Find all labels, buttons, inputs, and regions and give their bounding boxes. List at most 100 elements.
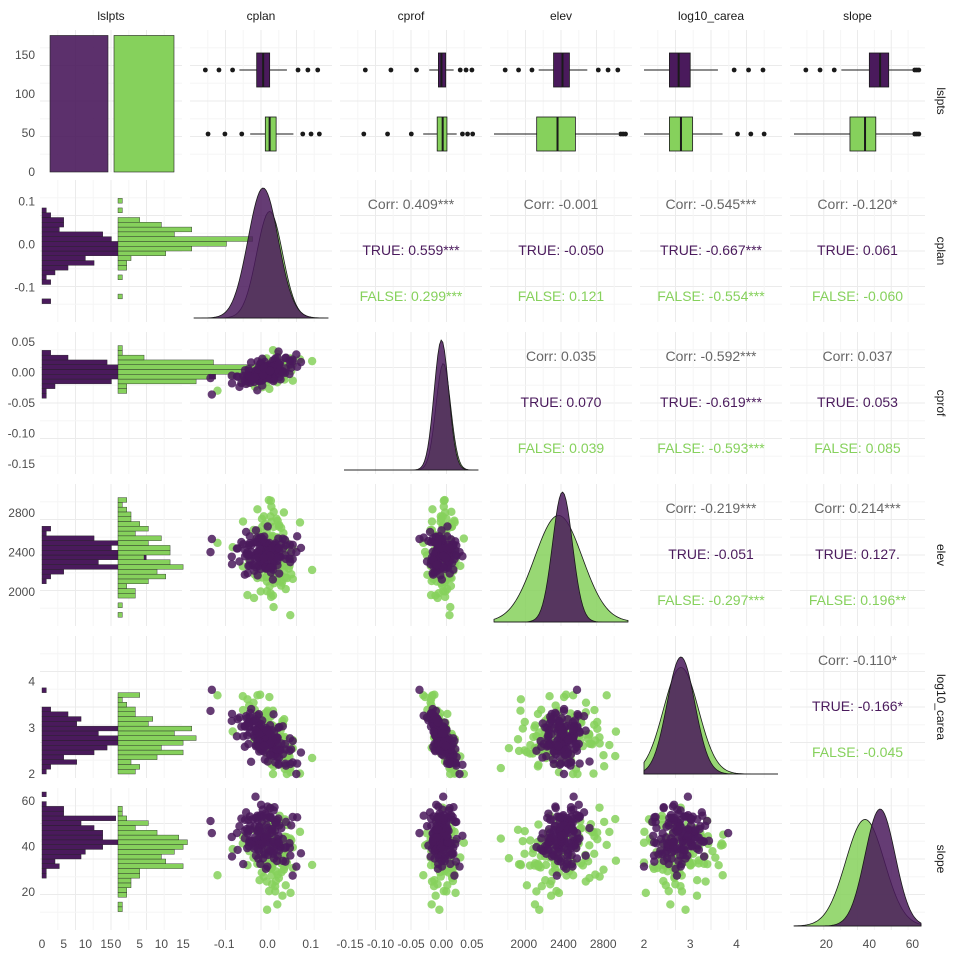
histogram-bar: [41, 873, 47, 879]
correlation-false: FALSE: -0.593***: [657, 440, 765, 456]
y-tick-label: 20: [22, 885, 36, 899]
y-tick-label: 0.05: [12, 335, 36, 349]
density-curve: [344, 339, 479, 471]
scatter-point-true: [536, 736, 545, 746]
histogram-bar: [41, 354, 69, 361]
boxplot-false: [494, 116, 628, 152]
scatter-point-true: [544, 845, 553, 854]
y-tick-label: -0.15: [8, 457, 36, 471]
scatter-point-true: [288, 357, 297, 366]
correlation-false: FALSE: -0.045: [812, 744, 903, 760]
x-tick-label: 10: [155, 937, 169, 951]
histogram-bar: [117, 745, 162, 751]
scatter-point-false: [419, 871, 428, 880]
histogram-bar: [41, 378, 112, 385]
scatter-point-true: [434, 802, 443, 811]
scatter-point-true: [574, 711, 583, 720]
scatter-point-true: [245, 538, 254, 548]
histogram-bar: [41, 250, 125, 256]
boxplot-outlier: [460, 131, 465, 137]
scatter-point-false: [692, 876, 702, 885]
histogram-bar: [41, 535, 95, 541]
boxplot-box: [669, 52, 691, 88]
correlation-false: FALSE: -0.060: [812, 288, 903, 304]
scatter-point-true: [268, 575, 278, 584]
scatter-point-true: [563, 749, 572, 759]
scatter-point-true: [227, 832, 236, 842]
histogram-bar: [41, 236, 112, 242]
scatter-point-false: [243, 590, 252, 600]
histogram-bar: [41, 260, 95, 266]
scatter-point-true: [251, 726, 261, 735]
scatter-point-false: [279, 865, 289, 874]
scatter-point-false: [267, 502, 276, 511]
histogram-bar: [117, 246, 192, 252]
scatter-point-true: [445, 803, 454, 813]
scatter-point-true: [555, 813, 565, 822]
scatter-point-true: [445, 759, 454, 769]
histogram-bar: [117, 873, 140, 879]
scatter-point-false: [595, 803, 604, 812]
scatter-point-false: [265, 384, 274, 394]
scatter-point-true: [240, 552, 250, 561]
histogram-bar: [41, 564, 121, 570]
scatter-point-false: [420, 692, 430, 702]
column-strip-label: slope: [843, 9, 872, 23]
histogram-bar: [41, 854, 82, 860]
x-tick-label: 2800: [590, 937, 617, 951]
scatter-point-false: [426, 698, 435, 707]
y-tick-label: 0.0: [18, 238, 35, 252]
boxplot-outlier: [202, 67, 208, 73]
correlation-overall: Corr: 0.214***: [814, 500, 901, 516]
histogram-bar: [117, 759, 132, 765]
histogram-bar: [117, 825, 136, 831]
x-tick-label: 0: [39, 937, 46, 951]
scatter-point-true: [698, 811, 707, 820]
scatter-point-false: [427, 576, 436, 586]
scatter-point-true: [687, 815, 696, 825]
x-tick-label: 15: [176, 937, 190, 951]
histogram-bar: [117, 810, 123, 817]
x-tick-label: 0.0: [259, 937, 276, 951]
scatter-point-true: [269, 710, 278, 719]
boxplot-false: [644, 116, 767, 152]
histogram-bar: [117, 906, 123, 912]
scatter-point-false: [443, 881, 452, 890]
scatter-point-true: [258, 534, 268, 544]
scatter-point-true: [254, 854, 263, 863]
scatter-point-false: [716, 841, 726, 850]
scatter-point-true: [274, 838, 283, 847]
histogram-bar: [117, 716, 153, 722]
scatter-point-true: [253, 386, 262, 395]
histogram-bar: [117, 222, 162, 228]
scatter-point-true: [292, 862, 301, 871]
scatter-point-false: [271, 887, 280, 896]
histogram-bar: [117, 345, 123, 351]
histogram-bar: [117, 554, 145, 560]
histogram-bar: [117, 735, 197, 741]
boxplot-outlier: [529, 67, 535, 73]
scatter-point-false: [238, 517, 248, 526]
histogram-bar: [41, 207, 47, 213]
scatter-point-false: [431, 591, 440, 600]
scatter-point-true: [239, 732, 248, 741]
histogram-bar: [117, 858, 166, 864]
y-tick-label: 3: [28, 721, 35, 735]
histogram-bar: [41, 298, 51, 304]
correlation-overall: Corr: 0.037: [822, 348, 892, 364]
scatter-point-true: [699, 852, 709, 861]
boxplot-outlier: [516, 67, 521, 73]
scatter-point-false: [546, 880, 555, 889]
boxplot-outlier: [465, 131, 470, 137]
histogram-bar: [117, 383, 127, 389]
scatter-point-false: [307, 565, 317, 575]
scatter-point-true: [419, 811, 428, 820]
scatter-point-true: [269, 376, 278, 386]
histogram-bar: [117, 593, 136, 599]
scatter-point-true: [278, 368, 288, 377]
boxplot-outlier: [315, 67, 321, 73]
histogram-bar: [117, 820, 149, 826]
histogram-bar: [41, 863, 60, 869]
histogram-bar: [117, 255, 132, 261]
histogram-bar: [41, 801, 47, 807]
